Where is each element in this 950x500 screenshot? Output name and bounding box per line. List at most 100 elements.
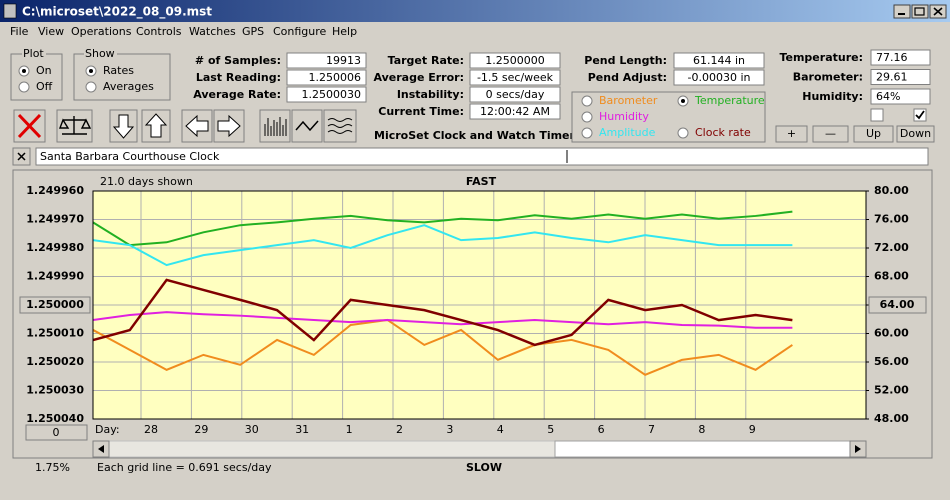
- checkbox[interactable]: [913, 108, 927, 122]
- y2-tick-label: 52.00: [874, 384, 909, 397]
- minimize[interactable]: [893, 4, 911, 19]
- day-label: 29: [194, 423, 208, 436]
- day-label: 3: [446, 423, 453, 436]
- day-label: 30: [245, 423, 259, 436]
- field-box[interactable]: [469, 86, 561, 103]
- tick-button[interactable]: [868, 296, 927, 314]
- menu-item[interactable]: Controls: [136, 25, 182, 38]
- scrollbar[interactable]: [92, 440, 867, 458]
- field-box[interactable]: [673, 52, 765, 69]
- field-label: # of Samples:: [195, 54, 281, 67]
- radio[interactable]: [581, 127, 593, 139]
- day-label: 1: [346, 423, 353, 436]
- toolbar[interactable]: [13, 109, 357, 143]
- field-box[interactable]: [870, 88, 931, 105]
- multi-line-button[interactable]: [323, 109, 357, 143]
- field-box[interactable]: [469, 69, 561, 86]
- field-label: Pend Length:: [584, 54, 667, 67]
- menu-item[interactable]: Operations: [71, 25, 132, 38]
- menu-item[interactable]: Watches: [189, 25, 236, 38]
- button-label: —: [825, 127, 836, 140]
- radio[interactable]: [581, 111, 593, 123]
- radio[interactable]: [581, 95, 593, 107]
- clock-name: Santa Barbara Courthouse Clock: [40, 150, 220, 163]
- plot-border: [92, 190, 867, 420]
- radio[interactable]: [18, 81, 30, 93]
- day-label: 8: [698, 423, 705, 436]
- radio-label: On: [36, 64, 52, 77]
- y-tick-label: 1.249990: [26, 270, 84, 283]
- field-value: -0.00030 in: [688, 71, 751, 84]
- field-label: Instability:: [397, 88, 464, 101]
- offset-button[interactable]: [25, 424, 88, 441]
- y-tick-label: 1.249960: [26, 184, 84, 197]
- window-controls[interactable]: [893, 4, 947, 19]
- legend-label: Humidity: [599, 110, 649, 123]
- day-label: 5: [547, 423, 554, 436]
- field-box[interactable]: [286, 69, 367, 86]
- button[interactable]: [896, 125, 935, 143]
- day-label: 6: [598, 423, 605, 436]
- menu-item[interactable]: GPS: [242, 25, 264, 38]
- menu-item[interactable]: File: [10, 25, 29, 38]
- menu-item[interactable]: View: [38, 25, 64, 38]
- day-label: 7: [648, 423, 655, 436]
- clock-name-field[interactable]: [35, 147, 929, 166]
- checkbox[interactable]: [870, 108, 884, 122]
- field-box[interactable]: [870, 69, 931, 85]
- legend-label: Temperature: [694, 94, 765, 107]
- field-value: 0 secs/day: [486, 88, 545, 101]
- field-value: 77.16: [876, 51, 908, 64]
- y2-tick-label: 64.00: [880, 298, 915, 311]
- radio[interactable]: [677, 127, 689, 139]
- radio-label: Rates: [103, 64, 134, 77]
- series-line: [92, 278, 793, 347]
- field-box[interactable]: [286, 52, 367, 69]
- y-tick-label: 1.249980: [26, 241, 84, 254]
- menu-item[interactable]: Configure: [273, 25, 327, 38]
- field-value: 19913: [326, 54, 361, 67]
- radio-dot: [89, 69, 93, 73]
- button[interactable]: [775, 125, 808, 143]
- radio-dot: [22, 69, 26, 73]
- legend-label: Clock rate: [695, 126, 751, 139]
- field-box[interactable]: [673, 69, 765, 86]
- field-value: 64%: [876, 90, 900, 103]
- y2-tick-label: 68.00: [874, 270, 909, 283]
- field-box[interactable]: [469, 103, 561, 120]
- field-box[interactable]: [286, 86, 367, 103]
- show-group: [73, 53, 171, 101]
- day-label: 4: [497, 423, 504, 436]
- day-label: 28: [144, 423, 158, 436]
- y2-tick-label: 56.00: [874, 355, 909, 368]
- field-box[interactable]: [870, 49, 931, 66]
- y2-tick-label: 76.00: [874, 213, 909, 226]
- button-label: +: [787, 127, 796, 140]
- series-line: [92, 224, 793, 267]
- radio[interactable]: [85, 81, 97, 93]
- scroll-thumb[interactable]: [554, 440, 851, 458]
- window-title: C:\microset\2022_08_09.mst: [22, 5, 212, 20]
- menu-item[interactable]: Help: [332, 25, 357, 38]
- field-label: Last Reading:: [196, 71, 281, 84]
- radio-label: Off: [36, 80, 53, 93]
- field-label: Pend Adjust:: [588, 71, 667, 84]
- button[interactable]: [853, 125, 894, 143]
- series-line: [92, 318, 793, 376]
- y-tick-label: 1.250000: [26, 298, 84, 311]
- field-box[interactable]: [469, 52, 561, 69]
- button-label: Up: [866, 127, 881, 140]
- field-value: 1.250006: [309, 71, 362, 84]
- field-label: Target Rate:: [388, 54, 464, 67]
- tick-button[interactable]: [19, 296, 91, 314]
- button[interactable]: [812, 125, 849, 143]
- fast-label: FAST: [466, 175, 497, 188]
- y2-tick-label: 80.00: [874, 184, 909, 197]
- app-name: MicroSet Clock and Watch Timer: [374, 129, 576, 142]
- show-group-label: Show: [85, 47, 115, 60]
- y2-tick-label: 60.00: [874, 327, 909, 340]
- slow-label: SLOW: [466, 461, 502, 474]
- field-label: Average Error:: [373, 71, 464, 84]
- title-bar: [0, 0, 950, 22]
- day-label: 9: [749, 423, 756, 436]
